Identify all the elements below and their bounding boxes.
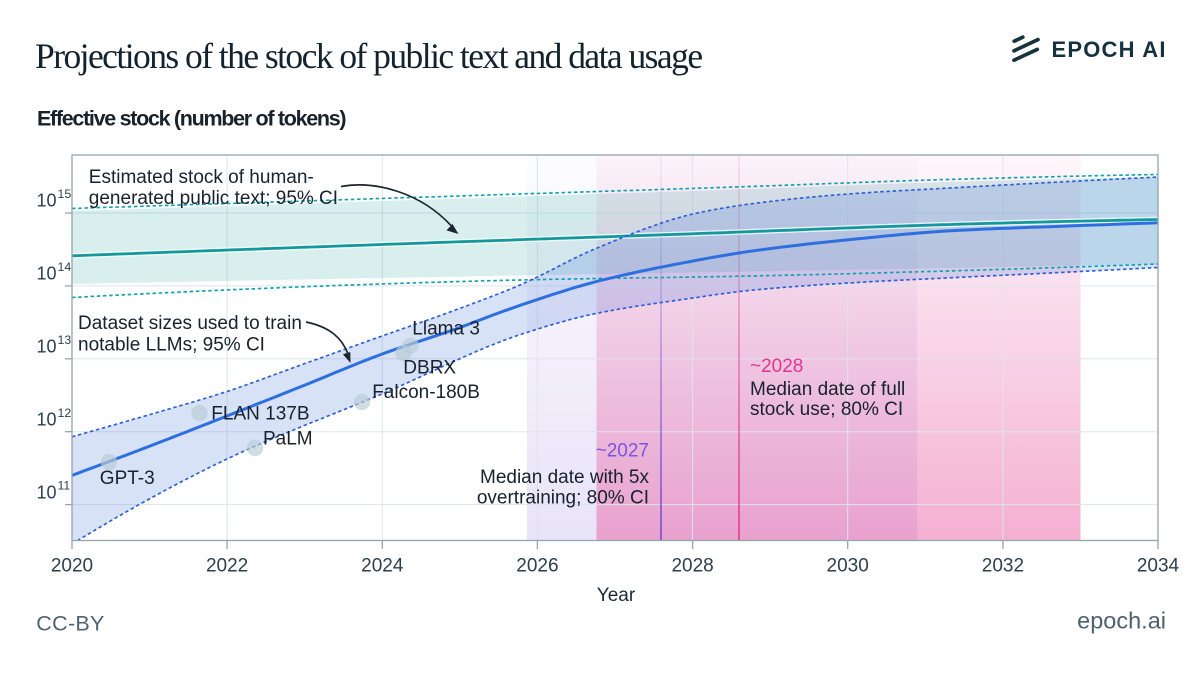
svg-text:2030: 2030: [827, 556, 869, 577]
svg-text:FLAN 137B: FLAN 137B: [211, 403, 309, 424]
svg-text:Year: Year: [597, 585, 636, 606]
svg-text:2026: 2026: [516, 556, 558, 577]
svg-text:DBRX: DBRX: [403, 357, 456, 378]
svg-text:PaLM: PaLM: [263, 429, 313, 450]
svg-text:2028: 2028: [671, 556, 713, 577]
svg-text:overtraining; 80% CI: overtraining; 80% CI: [477, 487, 649, 508]
svg-text:~2028: ~2028: [750, 356, 803, 377]
svg-text:Dataset sizes used to train: Dataset sizes used to train: [78, 313, 302, 334]
svg-text:Estimated stock of human-: Estimated stock of human-: [89, 167, 314, 188]
svg-text:2022: 2022: [206, 556, 248, 577]
svg-text:12: 12: [58, 406, 72, 420]
svg-text:stock use; 80% CI: stock use; 80% CI: [750, 399, 903, 420]
svg-text:EPOCH AI: EPOCH AI: [1052, 37, 1167, 62]
svg-text:epoch.ai: epoch.ai: [1077, 608, 1166, 634]
svg-text:CC-BY: CC-BY: [36, 611, 104, 635]
svg-text:Projections of the stock of pu: Projections of the stock of public text …: [35, 36, 702, 76]
svg-text:~2027: ~2027: [596, 441, 649, 462]
svg-text:10: 10: [36, 264, 56, 284]
svg-text:2034: 2034: [1137, 556, 1180, 577]
svg-text:Median date of full: Median date of full: [750, 379, 905, 400]
svg-text:11: 11: [58, 479, 71, 493]
svg-text:2024: 2024: [361, 556, 404, 577]
svg-text:10: 10: [36, 482, 56, 502]
svg-text:Llama 3: Llama 3: [412, 318, 480, 339]
svg-text:GPT-3: GPT-3: [100, 468, 155, 489]
svg-text:10: 10: [36, 409, 56, 429]
svg-text:Falcon-180B: Falcon-180B: [372, 382, 480, 403]
svg-text:14: 14: [58, 260, 72, 274]
svg-text:2020: 2020: [51, 556, 93, 577]
svg-text:10: 10: [36, 337, 56, 357]
svg-text:15: 15: [58, 187, 72, 201]
svg-text:10: 10: [36, 191, 56, 211]
svg-text:Effective stock (number of tok: Effective stock (number of tokens): [37, 107, 346, 131]
svg-text:generated public text; 95% CI: generated public text; 95% CI: [89, 188, 338, 209]
svg-text:2032: 2032: [982, 556, 1024, 577]
svg-text:13: 13: [58, 333, 72, 347]
svg-text:notable LLMs; 95% CI: notable LLMs; 95% CI: [78, 335, 265, 356]
svg-text:Median date with 5x: Median date with 5x: [480, 467, 649, 488]
